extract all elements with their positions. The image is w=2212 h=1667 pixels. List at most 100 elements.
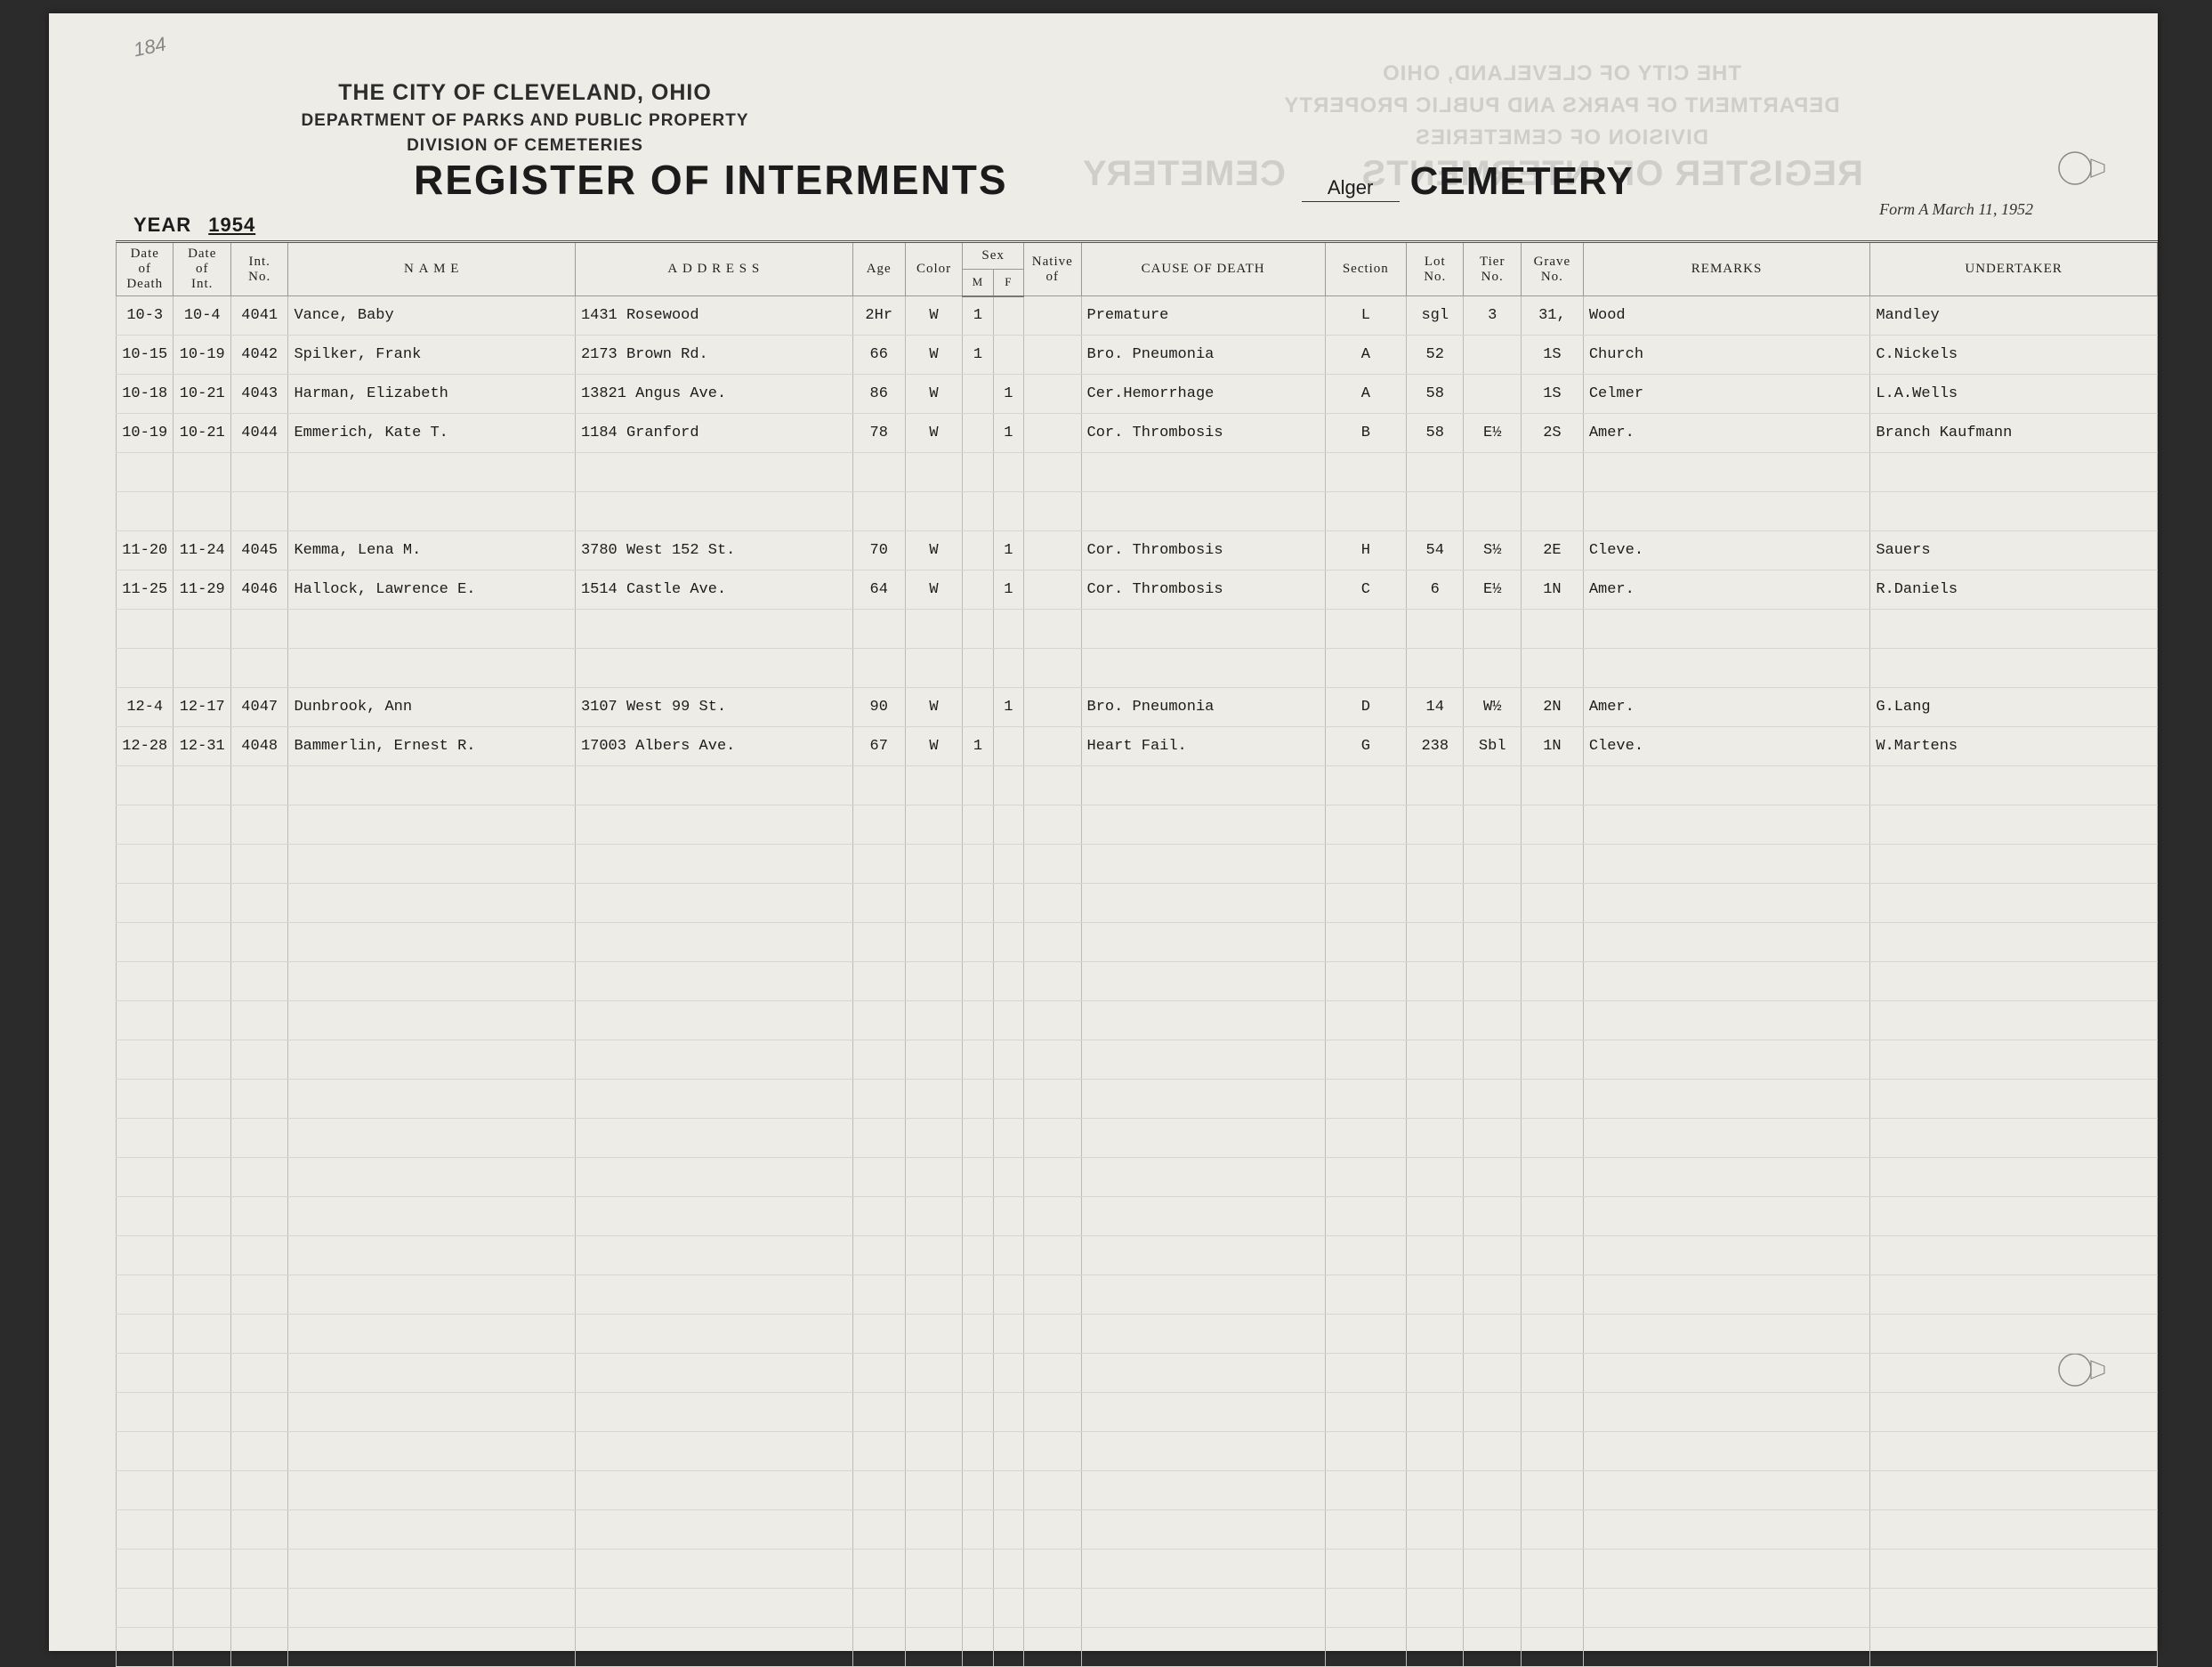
- cell-date_death: 10-19: [117, 414, 174, 453]
- bleed-through-header: THE CITY OF CLEVELAND, OHIO DEPARTMENT OF…: [1161, 58, 1962, 154]
- col-header-remarks: REMARKS: [1583, 242, 1869, 296]
- col-header-tier: Tier No.: [1464, 242, 1521, 296]
- cell-section: G: [1325, 727, 1406, 766]
- cell-lot_no: sgl: [1407, 296, 1464, 336]
- table-row[interactable]: 10-18 10-21 4043 Harman, Elizabeth 13821 Ang…: [117, 375, 2158, 414]
- cell-cause: Heart Fail.: [1081, 727, 1325, 766]
- table-row[interactable]: 10-19 10-21 4044 Emmerich, Kate T. 1184 Gran…: [117, 414, 2158, 453]
- cell-date_death: 12-28: [117, 727, 174, 766]
- blank-row: [117, 1119, 2158, 1158]
- cell-age: 86: [852, 375, 905, 414]
- cell-remarks: Amer.: [1583, 414, 1869, 453]
- blank-row: [117, 1432, 2158, 1471]
- cell-undertaker: L.A.Wells: [1870, 375, 2158, 414]
- table-row[interactable]: 10-15 10-19 4042 Spilker, Frank 2173 Brown R…: [117, 336, 2158, 375]
- table-row[interactable]: 11-25 11-29 4046 Hallock, Lawrence E. 1514 C…: [117, 571, 2158, 610]
- cell-age: 64: [852, 571, 905, 610]
- cell-grave_no: 2S: [1521, 414, 1583, 453]
- cell-lot_no: 54: [1407, 531, 1464, 571]
- cell-age: 67: [852, 727, 905, 766]
- cell-sex_m: [963, 571, 993, 610]
- cell-int_no: 4044: [230, 414, 287, 453]
- cell-cause: Cor. Thrombosis: [1081, 414, 1325, 453]
- blank-row: [117, 1158, 2158, 1197]
- interments-table-body: 10-3 10-4 4041 Vance, Baby 1431 Rosewood 2Hr W…: [117, 296, 2158, 1667]
- blank-row: [117, 453, 2158, 492]
- cell-sex_m: 1: [963, 296, 993, 336]
- cell-undertaker: C.Nickels: [1870, 336, 2158, 375]
- cell-name: Harman, Elizabeth: [288, 375, 575, 414]
- cell-age: 78: [852, 414, 905, 453]
- cell-date_int: 11-29: [174, 571, 230, 610]
- col-header-undertaker: UNDERTAKER: [1870, 242, 2158, 296]
- cell-remarks: Celmer: [1583, 375, 1869, 414]
- cell-undertaker: W.Martens: [1870, 727, 2158, 766]
- cell-date_death: 11-25: [117, 571, 174, 610]
- cell-native: [1024, 296, 1081, 336]
- blank-row: [117, 1080, 2158, 1119]
- cell-sex_f: 1: [993, 571, 1023, 610]
- cell-lot_no: 52: [1407, 336, 1464, 375]
- cell-grave_no: 31,: [1521, 296, 1583, 336]
- cell-sex_f: [993, 727, 1023, 766]
- cell-int_no: 4047: [230, 688, 287, 727]
- cell-grave_no: 1N: [1521, 571, 1583, 610]
- cell-sex_m: 1: [963, 336, 993, 375]
- page-number-note: 184: [132, 32, 168, 61]
- col-header-date-int: Date of Int.: [174, 242, 230, 296]
- blank-row: [117, 1236, 2158, 1275]
- cell-date_int: 10-21: [174, 414, 230, 453]
- blank-row: [117, 1589, 2158, 1628]
- year-field: YEAR 1954: [133, 214, 380, 237]
- blank-row: [117, 610, 2158, 649]
- blank-row: [117, 1354, 2158, 1393]
- register-title-row: REGISTER OF INTERMENTS Alger CEMETERY: [414, 156, 2193, 204]
- col-header-sex-f: F: [993, 270, 1023, 296]
- table-row[interactable]: 10-3 10-4 4041 Vance, Baby 1431 Rosewood 2Hr W…: [117, 296, 2158, 336]
- cell-name: Dunbrook, Ann: [288, 688, 575, 727]
- blank-row: [117, 805, 2158, 845]
- col-header-section: Section: [1325, 242, 1406, 296]
- blank-row: [117, 923, 2158, 962]
- cell-address: 13821 Angus Ave.: [575, 375, 852, 414]
- cell-remarks: Wood: [1583, 296, 1869, 336]
- col-header-lot: Lot No.: [1407, 242, 1464, 296]
- cell-grave_no: 2N: [1521, 688, 1583, 727]
- cell-undertaker: G.Lang: [1870, 688, 2158, 727]
- cell-color: W: [905, 296, 962, 336]
- cell-remarks: Cleve.: [1583, 727, 1869, 766]
- cell-color: W: [905, 688, 962, 727]
- cell-grave_no: 2E: [1521, 531, 1583, 571]
- cell-cause: Cor. Thrombosis: [1081, 571, 1325, 610]
- cell-age: 90: [852, 688, 905, 727]
- cell-sex_f: [993, 296, 1023, 336]
- cell-undertaker: Branch Kaufmann: [1870, 414, 2158, 453]
- col-header-address: A D D R E S S: [575, 242, 852, 296]
- blank-row: [117, 1197, 2158, 1236]
- cell-date_int: 10-4: [174, 296, 230, 336]
- table-row[interactable]: 12-4 12-17 4047 Dunbrook, Ann 3107 West 99 S…: [117, 688, 2158, 727]
- cell-undertaker: Sauers: [1870, 531, 2158, 571]
- cell-cause: Bro. Pneumonia: [1081, 688, 1325, 727]
- table-row[interactable]: 11-20 11-24 4045 Kemma, Lena M. 3780 West 15…: [117, 531, 2158, 571]
- cemetery-name-field[interactable]: Alger: [1302, 176, 1400, 202]
- table-row[interactable]: 12-28 12-31 4048 Bammerlin, Ernest R. 17003 …: [117, 727, 2158, 766]
- cell-color: W: [905, 571, 962, 610]
- cell-color: W: [905, 336, 962, 375]
- cell-address: 3780 West 152 St.: [575, 531, 852, 571]
- cell-date_int: 12-31: [174, 727, 230, 766]
- cell-age: 66: [852, 336, 905, 375]
- col-header-native: Native of: [1024, 242, 1081, 296]
- cell-tier_no: E½: [1464, 571, 1521, 610]
- cell-remarks: Amer.: [1583, 688, 1869, 727]
- cell-name: Emmerich, Kate T.: [288, 414, 575, 453]
- cell-color: W: [905, 414, 962, 453]
- blank-row: [117, 962, 2158, 1001]
- blank-row: [117, 884, 2158, 923]
- cell-section: D: [1325, 688, 1406, 727]
- blank-row: [117, 1275, 2158, 1315]
- col-header-int-no: Int. No.: [230, 242, 287, 296]
- cell-native: [1024, 571, 1081, 610]
- blank-row: [117, 1628, 2158, 1667]
- cell-sex_f: [993, 336, 1023, 375]
